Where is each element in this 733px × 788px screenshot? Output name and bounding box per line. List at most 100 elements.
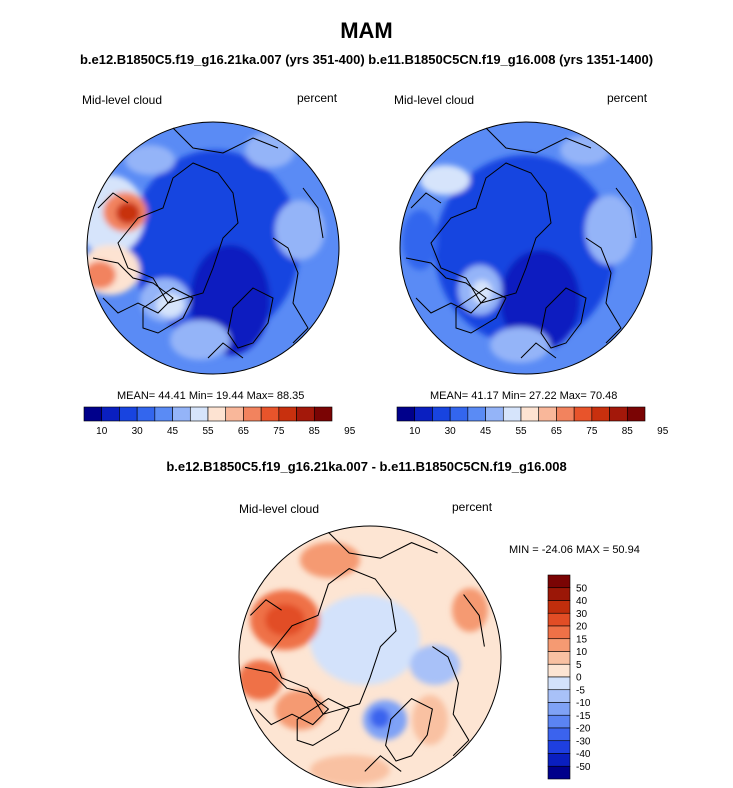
left-map-border xyxy=(86,121,340,375)
left-colorbar-swatch xyxy=(83,406,103,422)
right-colorbar-swatch xyxy=(556,406,575,422)
left-colorbar-tick-label: 10 xyxy=(96,426,108,437)
right-colorbar-swatch xyxy=(538,406,557,422)
diff-colorbar-swatch xyxy=(547,676,571,691)
left-units-label: percent xyxy=(297,91,338,105)
diff-colorbar-swatch xyxy=(547,651,571,665)
diff-colorbar-swatch xyxy=(547,574,571,589)
right-colorbar-swatch xyxy=(609,406,628,422)
diff-colorbar-tick-label: -10 xyxy=(576,698,591,709)
right-colorbar-swatch xyxy=(396,406,416,422)
left-map-field xyxy=(87,122,339,374)
diff-colorbar-tick-label: 20 xyxy=(576,622,588,633)
right-colorbar-tick-label: 75 xyxy=(586,426,598,437)
left-colorbar-tick-label: 85 xyxy=(309,426,321,437)
right-colorbar-swatch xyxy=(432,406,451,422)
left-colorbar-tick-label: 30 xyxy=(132,426,144,437)
left-colorbar-swatch xyxy=(154,406,173,422)
diff-colorbar-tick-label: -40 xyxy=(576,749,591,760)
right-colorbar-swatch xyxy=(573,406,593,422)
diff-colorbar-swatch xyxy=(547,753,571,767)
right-colorbar-swatch xyxy=(502,406,522,422)
right-map-border xyxy=(399,121,653,375)
diff-map-field xyxy=(239,526,501,788)
diff-colorbar-swatch xyxy=(547,638,571,652)
right-colorbar-tick-label: 45 xyxy=(480,426,492,437)
left-colorbar-tick-label: 65 xyxy=(238,426,250,437)
right-stats: MEAN= 41.17 Min= 27.22 Max= 70.48 xyxy=(430,390,618,402)
left-colorbar-swatch xyxy=(225,406,244,422)
right-colorbar-tick-label: 85 xyxy=(622,426,634,437)
left-colorbar-swatch xyxy=(101,406,120,422)
main-title: MAM xyxy=(340,18,393,43)
diff-stats: MIN = -24.06 MAX = 50.94 xyxy=(509,544,640,556)
diff-colorbar-tick-label: 50 xyxy=(576,583,588,594)
right-colorbar-tick-label: 95 xyxy=(657,426,669,437)
left-colorbar-tick-label: 55 xyxy=(202,426,214,437)
left-colorbar-tick-label: 75 xyxy=(273,426,285,437)
right-colorbar-tick-label: 65 xyxy=(551,426,563,437)
left-colorbar-swatch xyxy=(136,406,156,422)
diff-colorbar-swatch xyxy=(547,689,571,703)
diff-colorbar-tick-label: 10 xyxy=(576,647,588,658)
right-colorbar-swatch xyxy=(414,406,433,422)
diff-colorbar-tick-label: -20 xyxy=(576,724,591,735)
diff-colorbar-tick-label: -15 xyxy=(576,711,591,722)
diff-title: b.e12.B1850C5.f19_g16.21ka.007 - b.e11.B… xyxy=(166,459,567,474)
left-colorbar-swatch xyxy=(243,406,262,422)
left-colorbar-swatch xyxy=(189,406,209,422)
diff-colorbar-tick-label: -30 xyxy=(576,736,591,747)
diff-colorbar-tick-label: 30 xyxy=(576,609,588,620)
diff-colorbar-tick-label: 15 xyxy=(576,634,588,645)
right-colorbar-swatch xyxy=(467,406,486,422)
diff-colorbar-swatch xyxy=(547,727,571,742)
diff-colorbar-swatch xyxy=(547,765,571,780)
left-colorbar-swatch xyxy=(119,406,138,422)
left-colorbar-swatch xyxy=(296,406,315,422)
right-variable-label: Mid-level cloud xyxy=(394,93,475,107)
diff-map xyxy=(238,525,502,788)
right-colorbar-swatch xyxy=(591,406,610,422)
right-colorbar-tick-label: 55 xyxy=(515,426,527,437)
right-colorbar: 10 30 45 55 65 75 85 95 xyxy=(396,406,669,437)
right-units-label: percent xyxy=(607,91,648,105)
case-titles: b.e12.B1850C5.f19_g16.21ka.007 (yrs 351-… xyxy=(79,52,654,67)
diff-colorbar-swatch xyxy=(547,714,571,729)
diff-colorbar-tick-label: 40 xyxy=(576,596,588,607)
left-colorbar-tick-label: 45 xyxy=(167,426,179,437)
diff-colorbar-swatch xyxy=(547,625,571,640)
diff-colorbar-swatch xyxy=(547,740,571,754)
diff-colorbar-swatch xyxy=(547,702,571,716)
right-map xyxy=(399,121,653,375)
right-colorbar-swatch xyxy=(520,406,540,422)
left-colorbar-swatch xyxy=(260,406,280,422)
diff-units-label: percent xyxy=(452,500,493,514)
right-map-field xyxy=(400,122,652,374)
diff-colorbar-tick-label: -50 xyxy=(576,762,591,773)
diff-colorbar-tick-label: -5 xyxy=(576,685,585,696)
right-colorbar-swatch xyxy=(485,406,504,422)
left-variable-label: Mid-level cloud xyxy=(82,93,163,107)
left-map xyxy=(86,121,340,375)
left-colorbar-swatch xyxy=(172,406,191,422)
diff-variable-label: Mid-level cloud xyxy=(239,502,320,516)
right-colorbar-tick-label: 10 xyxy=(409,426,421,437)
right-colorbar-swatch xyxy=(449,406,469,422)
left-colorbar-swatch xyxy=(313,406,333,422)
left-stats: MEAN= 44.41 Min= 19.44 Max= 88.35 xyxy=(117,390,305,402)
diff-colorbar-swatch xyxy=(547,612,571,627)
left-colorbar-swatch xyxy=(278,406,297,422)
left-colorbar: 10 30 45 55 65 75 85 95 xyxy=(83,406,356,437)
diff-colorbar-swatch xyxy=(547,587,571,601)
diff-colorbar-tick-label: 0 xyxy=(576,673,582,684)
diff-colorbar-swatch xyxy=(547,663,571,678)
left-colorbar-tick-label: 95 xyxy=(344,426,356,437)
diff-colorbar-tick-label: 5 xyxy=(576,660,582,671)
right-colorbar-tick-label: 30 xyxy=(445,426,457,437)
left-colorbar-swatch xyxy=(207,406,227,422)
diff-map-border xyxy=(238,525,502,788)
right-colorbar-swatch xyxy=(626,406,646,422)
diff-colorbar-swatch xyxy=(547,600,571,614)
